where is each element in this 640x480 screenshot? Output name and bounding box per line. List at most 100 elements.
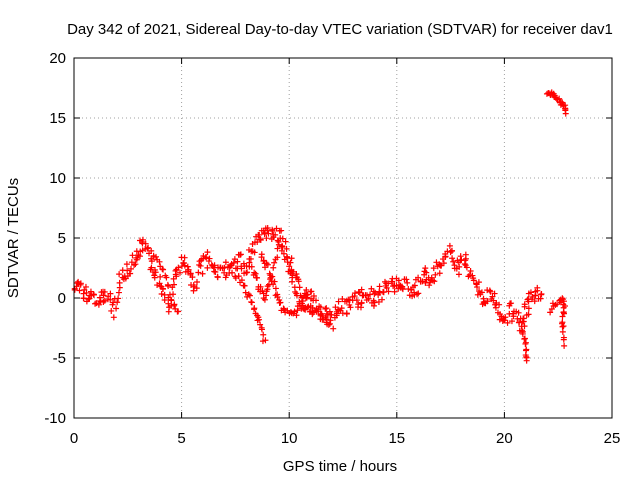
- data-point: [450, 258, 457, 265]
- data-point: [560, 309, 567, 316]
- data-point: [170, 275, 177, 282]
- data-point: [181, 254, 188, 261]
- data-point: [269, 226, 276, 233]
- data-point: [273, 225, 280, 232]
- data-point: [229, 269, 236, 276]
- data-point: [277, 235, 284, 242]
- data-point: [554, 301, 561, 308]
- data-point: [234, 258, 241, 265]
- data-point: [157, 282, 164, 289]
- data-point: [238, 277, 245, 284]
- data-point: [525, 311, 532, 318]
- data-point: [496, 301, 503, 308]
- data-point: [272, 285, 279, 292]
- data-point: [476, 287, 483, 294]
- data-point: [521, 335, 528, 342]
- data-point: [212, 268, 219, 275]
- data-point: [77, 280, 84, 287]
- data-point: [356, 289, 363, 296]
- data-point: [432, 271, 439, 278]
- data-point: [521, 323, 528, 330]
- data-point: [82, 283, 89, 290]
- data-point: [475, 279, 482, 286]
- data-point: [449, 247, 456, 254]
- data-point: [262, 337, 269, 344]
- data-point: [308, 288, 315, 295]
- y-tick-label: 20: [49, 50, 66, 67]
- data-point: [525, 305, 532, 312]
- data-point: [284, 259, 291, 266]
- data-point: [258, 251, 265, 258]
- data-point: [148, 258, 155, 265]
- data-point: [447, 249, 454, 256]
- data-point: [242, 289, 249, 296]
- x-tick-label: 0: [70, 430, 78, 447]
- data-point: [221, 264, 228, 271]
- data-point: [235, 273, 242, 280]
- data-point: [123, 261, 130, 268]
- data-point: [159, 285, 166, 292]
- data-point: [520, 315, 527, 322]
- data-point: [151, 274, 158, 281]
- data-point: [330, 325, 337, 332]
- data-point: [502, 314, 509, 321]
- data-point: [175, 308, 182, 315]
- data-point: [289, 278, 296, 285]
- data-point: [264, 225, 271, 232]
- data-point: [399, 286, 406, 293]
- data-point: [358, 300, 365, 307]
- x-axis-label: GPS time / hours: [283, 458, 397, 475]
- data-point: [375, 298, 382, 305]
- grid-lines: [74, 58, 612, 418]
- data-point: [370, 302, 377, 309]
- data-point: [243, 263, 250, 270]
- data-point: [282, 238, 289, 245]
- data-point: [114, 299, 121, 306]
- data-point: [271, 259, 278, 266]
- data-point: [171, 281, 178, 288]
- data-point: [127, 270, 134, 277]
- data-point: [376, 289, 383, 296]
- data-point: [176, 269, 183, 276]
- data-point: [484, 298, 491, 305]
- data-point: [157, 273, 164, 280]
- data-point: [263, 235, 270, 242]
- data-point: [422, 265, 429, 272]
- data-point: [323, 305, 330, 312]
- data-point: [264, 261, 271, 268]
- data-point: [325, 321, 332, 328]
- y-axis-label: SDTVAR / TECUs: [5, 178, 22, 298]
- data-point: [145, 244, 152, 251]
- y-tick-label: 15: [49, 110, 66, 127]
- data-point: [260, 331, 267, 338]
- chart-title: Day 342 of 2021, Sidereal Day-to-day VTE…: [67, 21, 613, 38]
- data-point: [76, 287, 83, 294]
- data-point: [478, 289, 485, 296]
- data-point: [166, 291, 173, 298]
- data-points: [71, 89, 569, 364]
- data-point: [422, 279, 429, 286]
- data-point: [80, 290, 87, 297]
- data-point: [371, 290, 378, 297]
- data-point: [527, 289, 534, 296]
- data-point: [385, 280, 392, 287]
- data-point: [193, 285, 200, 292]
- data-point: [429, 277, 436, 284]
- data-point: [251, 305, 258, 312]
- x-tick-label: 25: [604, 430, 621, 447]
- data-point: [391, 288, 398, 295]
- data-point: [204, 249, 211, 256]
- data-point: [326, 320, 333, 327]
- data-point: [90, 291, 97, 298]
- data-point: [358, 286, 365, 293]
- y-tick-label: 10: [49, 170, 66, 187]
- data-point: [519, 330, 526, 337]
- data-point: [256, 316, 263, 323]
- data-point: [465, 273, 472, 280]
- data-point: [116, 279, 123, 286]
- data-point: [253, 274, 260, 281]
- data-point: [113, 305, 120, 312]
- data-point: [328, 311, 335, 318]
- data-point: [303, 286, 310, 293]
